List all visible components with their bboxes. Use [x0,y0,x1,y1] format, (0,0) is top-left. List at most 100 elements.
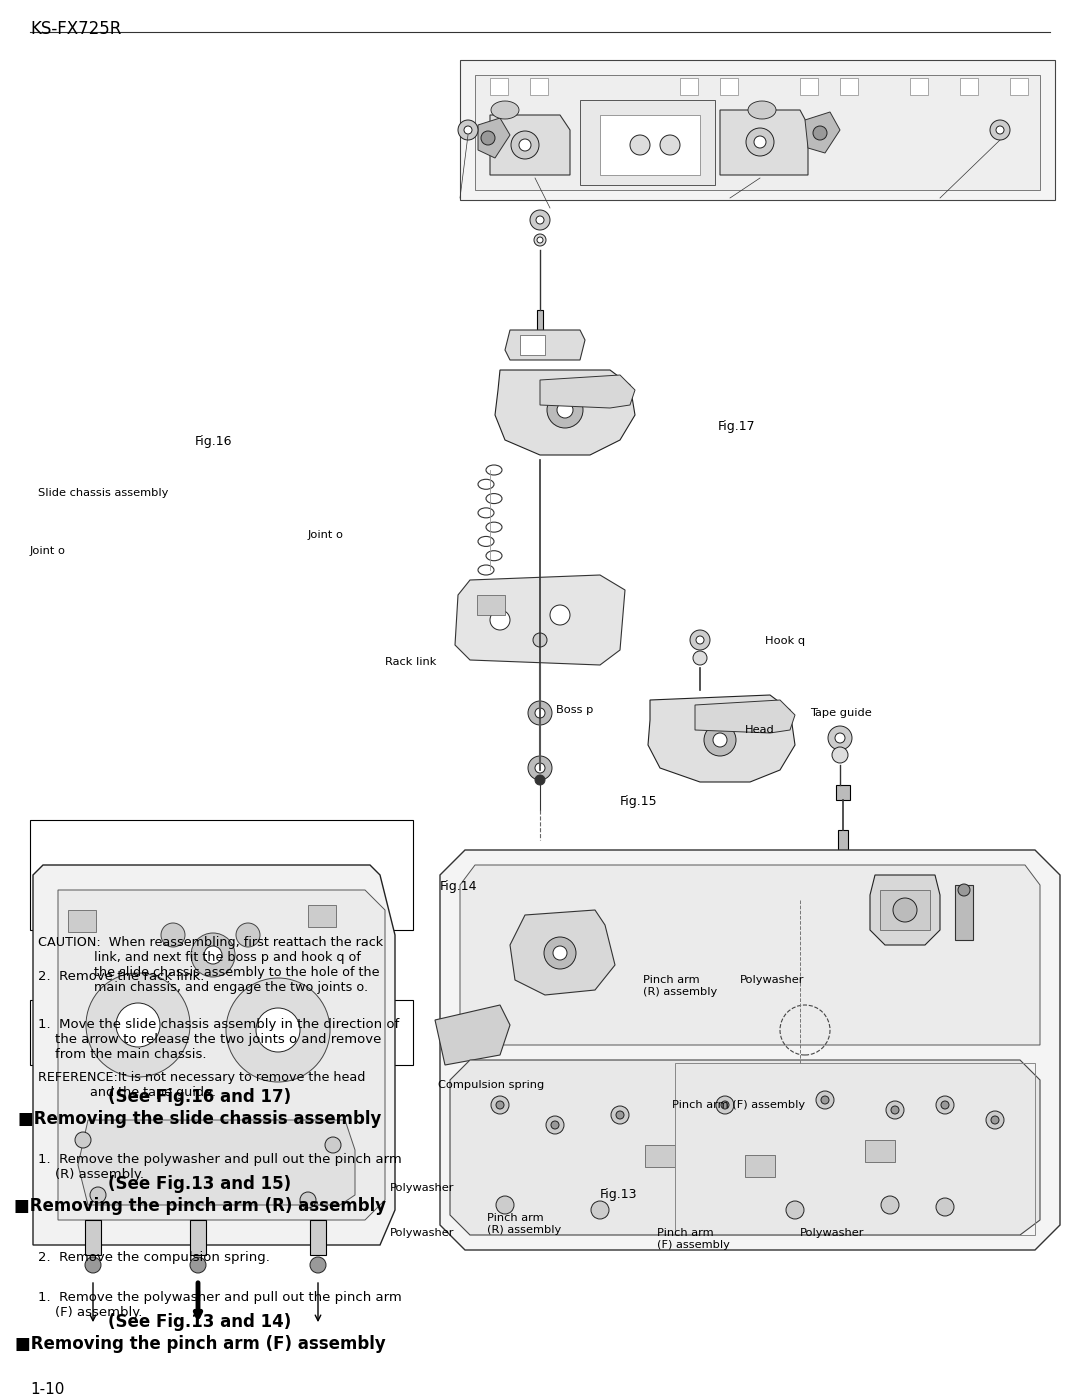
Circle shape [519,138,531,151]
Circle shape [713,733,727,747]
Bar [30,1000,413,1065]
Text: Fig.14: Fig.14 [440,880,477,893]
Text: Polywasher: Polywasher [740,975,805,985]
Text: Fig.13: Fig.13 [600,1187,637,1201]
Circle shape [528,756,552,780]
Bar [475,75,1040,190]
Circle shape [553,946,567,960]
Circle shape [537,237,543,243]
Bar [530,78,548,95]
Text: Compulsion spring: Compulsion spring [438,1080,544,1090]
Circle shape [991,1116,999,1125]
Text: Pinch arm
(F) assembly: Pinch arm (F) assembly [657,1228,730,1249]
Bar [960,78,978,95]
Circle shape [721,1101,729,1109]
Text: REFERENCE:It is not necessary to remove the head
             and the tape guide: REFERENCE:It is not necessary to remove … [38,1071,365,1099]
Bar [865,1140,895,1162]
Circle shape [616,1111,624,1119]
Circle shape [310,1257,326,1273]
Text: 1-10: 1-10 [30,1382,65,1397]
Text: Polywasher: Polywasher [800,1228,864,1238]
Circle shape [828,726,852,750]
Text: Joint o: Joint o [308,529,345,541]
Circle shape [591,1201,609,1220]
Circle shape [704,724,735,756]
Text: CAUTION:  When reassembling, first reattach the rack
              link, and nex: CAUTION: When reassembling, first reatta… [38,936,383,995]
Circle shape [546,1116,564,1134]
Circle shape [557,402,573,418]
Circle shape [116,1003,160,1046]
Text: (See Fig.13 and 15): (See Fig.13 and 15) [108,1175,292,1193]
Circle shape [832,747,848,763]
Circle shape [936,1199,954,1215]
Circle shape [551,1120,559,1129]
Bar [310,1220,326,1255]
Bar [680,78,698,95]
Circle shape [237,923,260,947]
Polygon shape [870,875,940,944]
Text: Pinch arm
(R) assembly: Pinch arm (R) assembly [487,1213,562,1235]
Circle shape [226,978,330,1083]
Circle shape [696,636,704,644]
Polygon shape [440,849,1059,1250]
Polygon shape [720,110,808,175]
Text: Fig.17: Fig.17 [718,420,756,433]
Circle shape [190,1257,206,1273]
Bar [955,886,973,940]
Text: Head: Head [745,725,774,735]
Bar [460,60,1055,200]
Polygon shape [805,112,840,154]
Bar [840,78,858,95]
Polygon shape [58,890,384,1220]
Text: 1.  Remove the polywasher and pull out the pinch arm
    (R) assembly.: 1. Remove the polywasher and pull out th… [38,1153,402,1180]
Circle shape [530,210,550,231]
Circle shape [611,1106,629,1125]
Text: Pinch arm
(R) assembly: Pinch arm (R) assembly [643,975,717,996]
Bar [645,1146,675,1166]
Circle shape [990,120,1010,140]
Circle shape [481,131,495,145]
Circle shape [300,1192,316,1208]
Bar [675,1063,1035,1235]
Bar [910,78,928,95]
Polygon shape [478,117,510,158]
Circle shape [886,1101,904,1119]
Circle shape [458,120,478,140]
Text: 1.  Move the slide chassis assembly in the direction of
    the arrow to release: 1. Move the slide chassis assembly in th… [38,1018,400,1060]
Circle shape [256,1009,300,1052]
Circle shape [464,126,472,134]
Circle shape [630,136,650,155]
Polygon shape [540,374,635,408]
Text: Fig.15: Fig.15 [620,795,658,807]
Polygon shape [450,1060,1040,1235]
Bar [537,310,543,330]
Circle shape [536,217,544,224]
Text: (See Fig.16 and 17): (See Fig.16 and 17) [108,1088,292,1106]
Bar [519,335,545,355]
Bar [490,78,508,95]
Circle shape [534,235,546,246]
Circle shape [746,129,774,156]
Circle shape [936,1097,954,1113]
Bar [745,1155,775,1178]
Text: Fig.16: Fig.16 [195,434,232,448]
Bar [68,909,96,932]
Bar [30,820,413,930]
Circle shape [75,1132,91,1148]
Circle shape [986,1111,1004,1129]
Bar [800,78,818,95]
Circle shape [813,126,827,140]
Bar [85,1220,102,1255]
Text: KS-FX725R: KS-FX725R [30,20,121,38]
Bar [838,830,848,849]
Circle shape [693,651,707,665]
Text: Polywasher: Polywasher [390,1228,455,1238]
Circle shape [550,605,570,624]
Circle shape [90,1187,106,1203]
Circle shape [535,775,545,785]
Circle shape [893,898,917,922]
Circle shape [881,1196,899,1214]
Text: Boss p: Boss p [556,705,593,715]
Circle shape [754,136,766,148]
Circle shape [496,1101,504,1109]
